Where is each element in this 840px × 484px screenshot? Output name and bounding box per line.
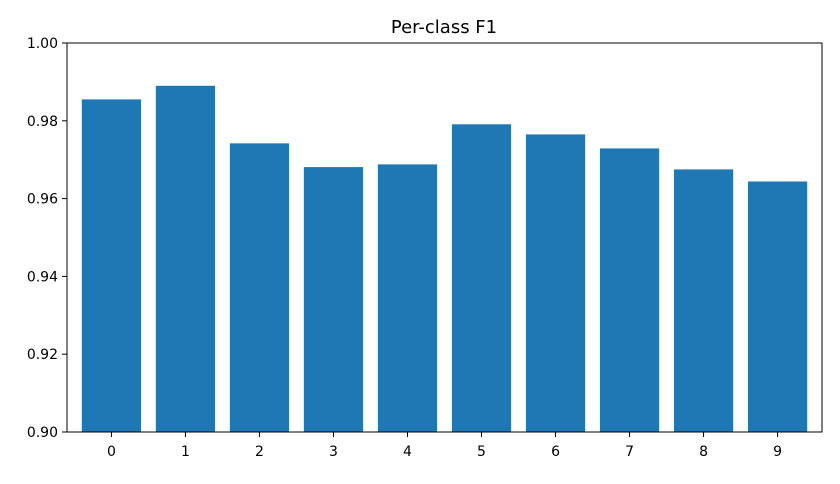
x-tick-label: 9 — [773, 444, 782, 460]
x-tick-label: 4 — [403, 444, 412, 460]
x-axis: 0 1 2 3 4 5 6 7 8 9 — [107, 432, 782, 460]
plot-frame — [66, 42, 823, 433]
chart-title: Per-class F1 — [391, 17, 497, 38]
x-tick-label: 3 — [329, 444, 338, 460]
x-tick-label: 8 — [699, 444, 708, 460]
bar-class-3 — [303, 167, 364, 432]
y-tick-label: 0.98 — [27, 114, 58, 130]
bar-class-6 — [525, 134, 586, 432]
y-tick-label: 0.90 — [27, 425, 58, 441]
bar-class-9 — [747, 181, 808, 432]
x-tick-label: 2 — [255, 444, 264, 460]
bar-class-5 — [451, 124, 512, 433]
y-tick-label: 0.94 — [27, 269, 58, 285]
bar-class-0 — [81, 99, 142, 433]
x-tick-label: 1 — [181, 444, 190, 460]
bar-class-2 — [229, 143, 290, 433]
y-axis: 0.90 0.92 0.94 0.96 0.98 1.00 — [27, 36, 67, 441]
x-tick-label: 0 — [107, 444, 116, 460]
x-tick-label: 5 — [477, 444, 486, 460]
y-tick-label: 0.92 — [27, 347, 58, 363]
bar-class-8 — [673, 169, 734, 433]
bar-class-7 — [599, 148, 660, 433]
bars-layer — [81, 85, 808, 433]
x-tick-label: 6 — [551, 444, 560, 460]
x-tick-label: 7 — [625, 444, 634, 460]
bar-class-1 — [155, 85, 216, 432]
y-tick-label: 1.00 — [27, 36, 58, 52]
bar-class-4 — [377, 164, 438, 432]
y-tick-label: 0.96 — [27, 192, 58, 208]
